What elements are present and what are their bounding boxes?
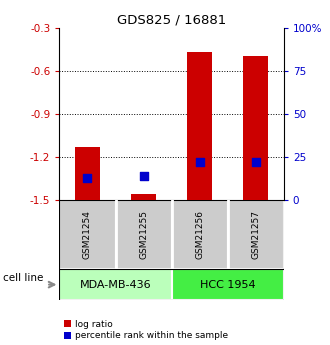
Bar (59, 269, 172, 300)
Bar (115, 200, 172, 269)
Text: GSM21256: GSM21256 (195, 210, 204, 259)
Bar (172, 200, 228, 269)
Bar (131, 194, 156, 200)
Point (253, 159, 258, 165)
Text: GSM21254: GSM21254 (83, 210, 92, 259)
Point (141, 173, 146, 179)
Point (85, 175, 90, 180)
Text: cell line: cell line (3, 273, 44, 283)
Bar (243, 56, 268, 200)
Legend: log ratio, percentile rank within the sample: log ratio, percentile rank within the sa… (64, 320, 228, 341)
Bar (187, 52, 212, 200)
Text: GSM21257: GSM21257 (251, 210, 260, 259)
Bar (228, 200, 284, 269)
Text: HCC 1954: HCC 1954 (200, 280, 255, 289)
Title: GDS825 / 16881: GDS825 / 16881 (117, 13, 226, 27)
Text: MDA-MB-436: MDA-MB-436 (80, 280, 151, 289)
Bar (75, 147, 100, 200)
Point (197, 159, 202, 165)
Bar (59, 200, 116, 269)
Text: GSM21255: GSM21255 (139, 210, 148, 259)
Bar (172, 269, 284, 300)
